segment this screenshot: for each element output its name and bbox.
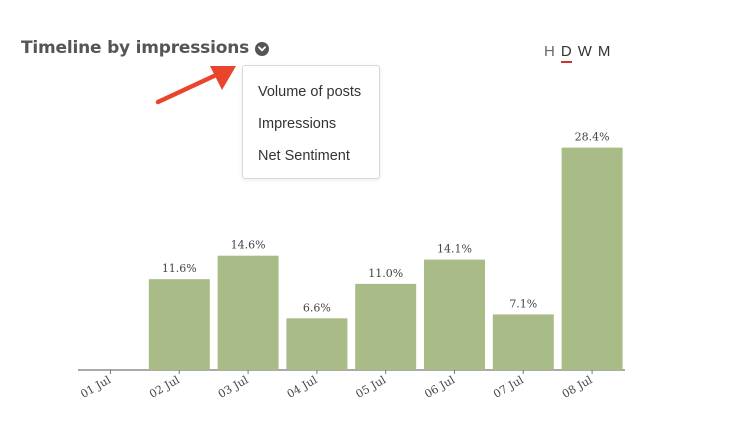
x-tick-label: 03 Jul [216,373,251,401]
x-tick-label: 02 Jul [147,373,182,401]
bar-07-jul[interactable] [492,314,554,370]
bar-04-jul[interactable] [286,318,348,370]
data-label: 14.6% [231,239,266,252]
granularity-day[interactable]: D [560,43,572,63]
data-label: 11.6% [162,262,197,275]
chevron-down-circle-icon[interactable] [255,42,270,56]
granularity-month[interactable]: M [597,43,611,60]
bar-06-jul[interactable] [424,259,485,370]
data-label: 7.1% [509,297,537,310]
bar-05-jul[interactable] [355,283,417,370]
metric-dropdown-menu: Volume of posts Impressions Net Sentimen… [242,65,380,179]
chart-title: Timeline by impressions [21,38,250,58]
menu-item-volume-of-posts[interactable]: Volume of posts [258,84,362,100]
x-tick-label: 04 Jul [285,373,320,401]
x-tick-label: 01 Jul [78,373,113,401]
bar-08-jul[interactable] [561,147,623,370]
bar-03-jul[interactable] [217,255,279,370]
x-tick-label: 07 Jul [491,373,526,401]
data-label: 14.1% [437,243,472,256]
x-tick-label: 06 Jul [422,373,457,401]
chart-title-row: Timeline by impressions [21,38,270,58]
data-label: 11.0% [368,267,403,280]
data-label: 6.6% [303,301,331,314]
granularity-week[interactable]: W [577,43,592,60]
granularity-selector: H D W M [544,43,610,63]
menu-item-impressions[interactable]: Impressions [258,116,337,132]
x-tick-label: 05 Jul [354,373,389,401]
bar-02-jul[interactable] [148,279,210,370]
menu-item-net-sentiment[interactable]: Net Sentiment [258,148,350,164]
granularity-hour[interactable]: H [544,43,555,60]
red-arrow-pointer-icon [155,66,236,105]
data-label: 28.4% [575,131,610,144]
x-tick-label: 08 Jul [560,373,595,401]
